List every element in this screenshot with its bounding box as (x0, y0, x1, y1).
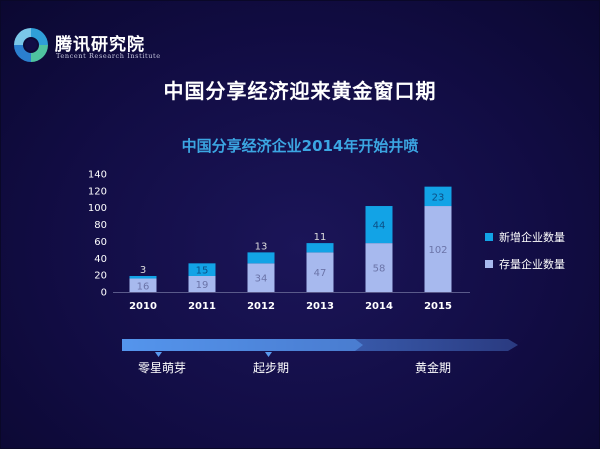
timeline-marker-start (265, 352, 272, 357)
bar-new (188, 263, 216, 276)
data-label-existing: 58 (373, 264, 386, 275)
timeline-segment-early (122, 339, 363, 351)
timeline-label-golden: 黄金期 (415, 361, 452, 375)
y-tick-label: 60 (94, 237, 107, 248)
y-tick-label: 140 (88, 170, 107, 181)
bar-new (129, 275, 157, 279)
data-label-new: 13 (255, 241, 268, 252)
brand-name: 腾讯研究院 (55, 35, 145, 55)
data-label-new: 11 (314, 232, 327, 243)
data-label-existing: 102 (428, 245, 447, 256)
data-label-existing: 19 (196, 280, 209, 291)
legend-swatch-existing (485, 260, 493, 268)
data-label-new: 3 (140, 265, 146, 276)
data-label-existing: 16 (137, 281, 150, 292)
x-tick-label: 2013 (306, 301, 334, 312)
x-tick-label: 2015 (424, 301, 452, 312)
timeline-label-start: 起步期 (253, 361, 290, 375)
bar-existing (129, 278, 157, 292)
x-tick-label: 2014 (365, 301, 393, 312)
data-label-new: 23 (432, 192, 445, 203)
legend-item-existing: 存量企业数量 (485, 257, 565, 271)
chart-title: 中国分享经济企业2014年开始井喷 (181, 137, 419, 155)
chart-legend: 新增企业数量 存量企业数量 (485, 230, 565, 284)
y-tick-label: 120 (88, 186, 107, 197)
data-label-existing: 34 (255, 274, 268, 285)
bar-existing (365, 243, 393, 292)
bar-existing (247, 263, 275, 292)
x-tick-label: 2011 (188, 301, 216, 312)
y-tick-label: 0 (101, 288, 107, 299)
y-tick-label: 40 (94, 254, 107, 265)
legend-swatch-new (485, 233, 493, 241)
bar-existing (424, 206, 452, 292)
bar-new (306, 243, 334, 253)
bar-new (424, 186, 452, 207)
legend-item-new: 新增企业数量 (485, 230, 565, 244)
legend-label-new: 新增企业数量 (499, 231, 565, 244)
x-tick-label: 2012 (247, 301, 275, 312)
bar-new (365, 206, 393, 244)
data-label-new: 44 (373, 221, 386, 232)
timeline-label-sprout: 零星萌芽 (138, 361, 187, 375)
timeline-marker-sprout (155, 352, 162, 357)
bar-existing (188, 275, 216, 292)
y-tick-label: 20 (94, 271, 107, 282)
legend-label-existing: 存量企业数量 (499, 258, 565, 271)
bar-existing (306, 252, 334, 292)
y-tick-label: 80 (94, 220, 107, 231)
y-tick-label: 100 (88, 203, 107, 214)
bar-new (247, 252, 275, 264)
tencent-research-logo (14, 28, 48, 62)
page-title: 中国分享经济迎来黄金窗口期 (163, 79, 437, 103)
data-label-existing: 47 (314, 268, 327, 279)
x-tick-label: 2010 (129, 301, 157, 312)
data-label-new: 15 (196, 266, 209, 277)
brand-subtitle: Tencent Research Institute (56, 52, 161, 60)
